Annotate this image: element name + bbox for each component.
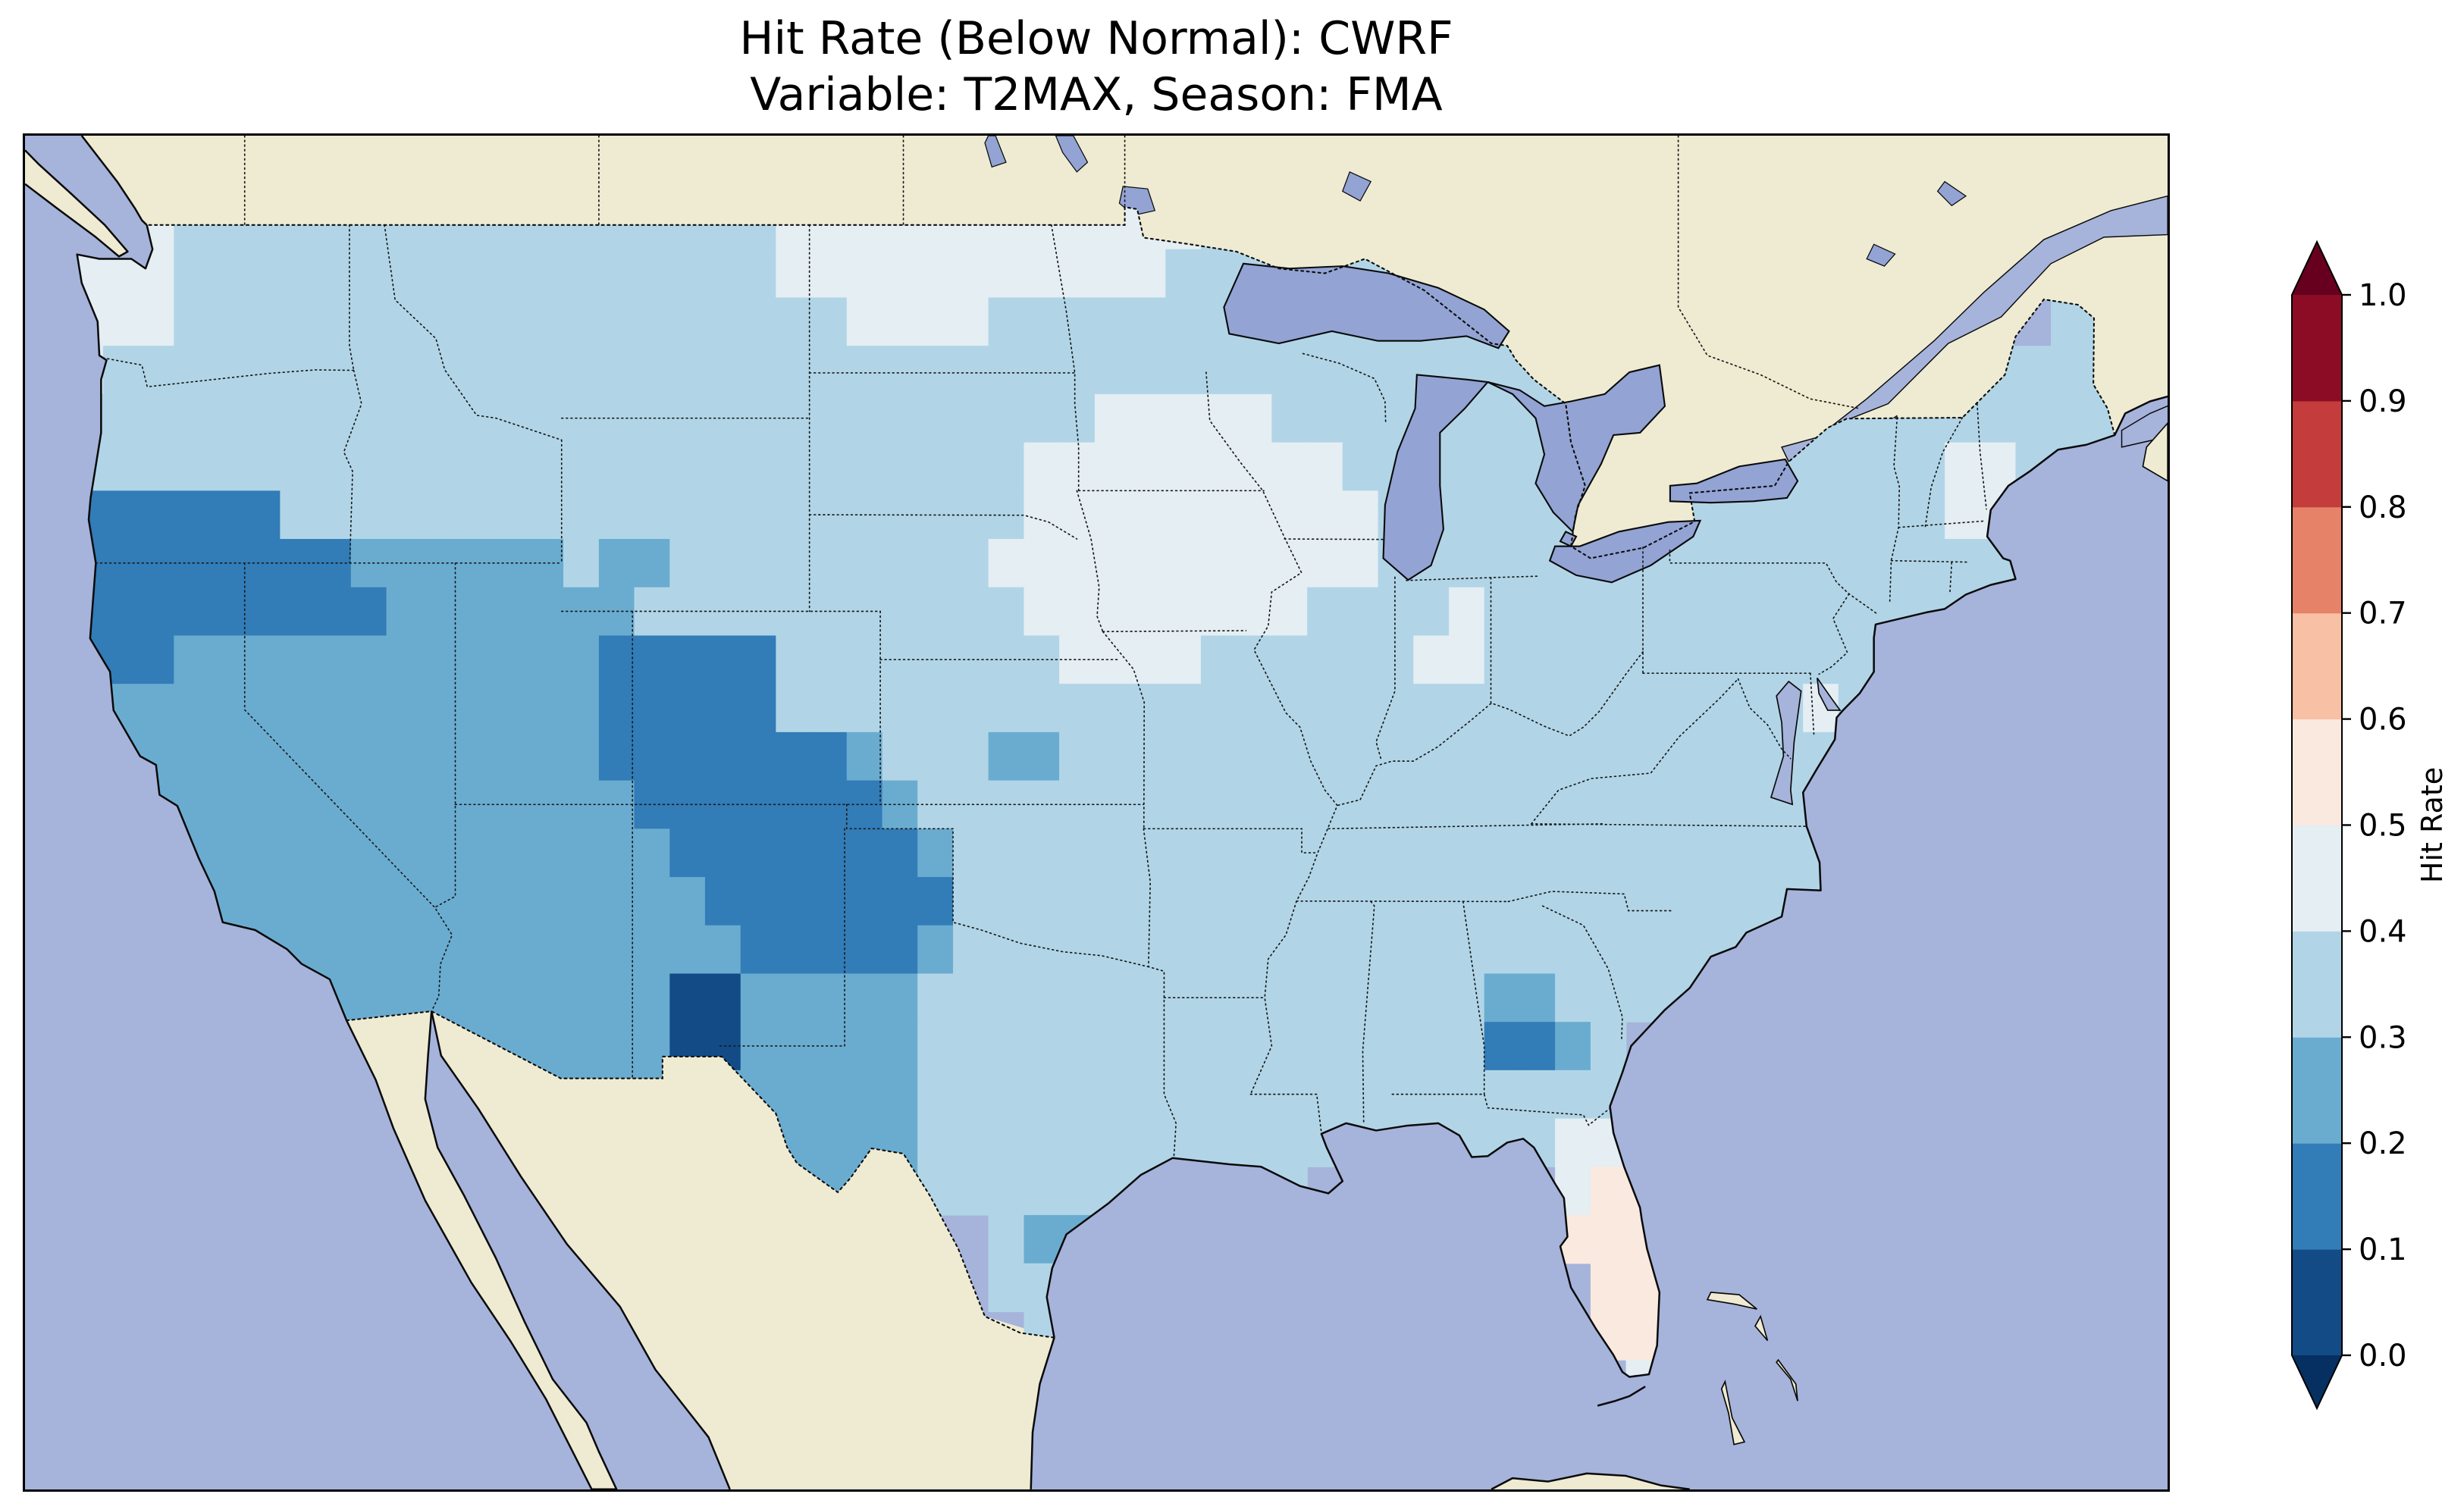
- state-borders: [95, 136, 1987, 1157]
- colorbar: 1.0 0.9 0.8 0.7 0.6 0.5 0.4 0.3 0.2 0.1 0.0 Hit Rat…: [2269, 227, 2464, 1455]
- colorbar-tick-label: 0.4: [2359, 914, 2407, 949]
- title-line-1: Hit Rate (Below Normal): CWRF: [739, 12, 1453, 65]
- colorbar-ticks: 1.0 0.9 0.8 0.7 0.6 0.5 0.4 0.3 0.2 0.1 0.0: [2342, 278, 2407, 1373]
- colorbar-tick-label: 0.5: [2359, 809, 2407, 844]
- colorbar-under-arrow: [2292, 1355, 2342, 1408]
- colorbar-over-arrow: [2292, 242, 2342, 295]
- colorbar-tick-label: 1.0: [2359, 278, 2407, 313]
- colorbar-tick-label: 0.6: [2359, 703, 2407, 738]
- colorbar-svg: 1.0 0.9 0.8 0.7 0.6 0.5 0.4 0.3 0.2 0.1 0.0 Hit Rat…: [2291, 240, 2449, 1411]
- title-line-2: Variable: T2MAX, Season: FMA: [750, 68, 1443, 121]
- canada-water: [984, 136, 2168, 482]
- land-fills: [25, 136, 2168, 1489]
- colorbar-tick-label: 0.9: [2359, 384, 2407, 419]
- colorbar-tick-label: 0.7: [2359, 597, 2407, 631]
- colorbar-segments: [2292, 295, 2342, 1356]
- colorbar-tick-label: 0.1: [2359, 1232, 2407, 1267]
- coastlines: [25, 136, 2168, 1489]
- map-panel: [23, 133, 2170, 1492]
- figure-title: Hit Rate (Below Normal): CWRF Variable: …: [23, 11, 2170, 123]
- colorbar-axis-label: Hit Rate: [2415, 767, 2449, 883]
- colorbar-tick-label: 0.3: [2359, 1020, 2407, 1055]
- country-borders: [146, 205, 2116, 1339]
- colorbar-tick-label: 0.8: [2359, 490, 2407, 525]
- colorbar-tick-label: 0.2: [2359, 1126, 2407, 1161]
- great-lakes: [1223, 262, 1842, 806]
- colorbar-tick-label: 0.0: [2359, 1339, 2407, 1373]
- us-map: [25, 136, 2168, 1489]
